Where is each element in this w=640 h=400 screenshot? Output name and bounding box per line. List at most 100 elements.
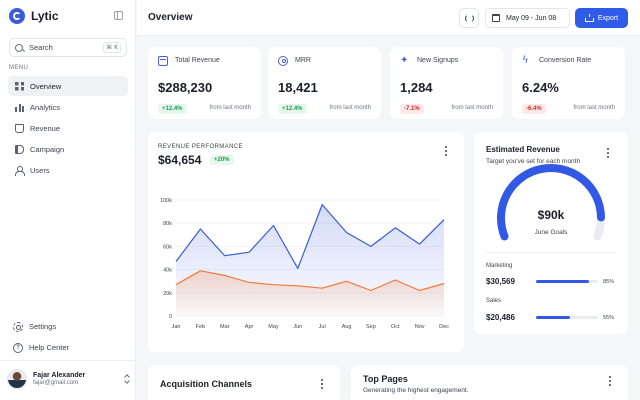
search-input[interactable]: Search ⌘ K bbox=[9, 38, 127, 57]
stat-value: 1,284 bbox=[400, 80, 433, 95]
stat-value: 6.24% bbox=[522, 80, 559, 95]
sidebar-item-label: Campaign bbox=[30, 144, 65, 154]
date-range-picker[interactable]: May 09 - Jun 08 bbox=[485, 8, 570, 28]
metric-percent: 55% bbox=[603, 315, 615, 321]
sidebar: Lytic Search ⌘ K MENU Overview Analytics… bbox=[0, 0, 136, 400]
revenue-change-badge: +20% bbox=[210, 155, 234, 165]
stat-change-badge: +12.4% bbox=[278, 104, 307, 114]
stat-change-badge: -6.4% bbox=[522, 104, 546, 114]
card-title: REVENUE PERFORMANCE bbox=[158, 144, 243, 150]
gauge-value: $90k bbox=[537, 208, 565, 222]
money-bag-icon bbox=[15, 123, 24, 133]
metric-percent: 85% bbox=[603, 279, 615, 285]
revenue-chart: 0 20k 40k 60k 80k 100k Jan Feb Mar Apr May Jun Jul Au… bbox=[160, 198, 449, 330]
help-icon: ? bbox=[13, 342, 23, 353]
y-tick-label: 80k bbox=[163, 221, 172, 227]
sidebar-item-analytics[interactable]: Analytics bbox=[8, 97, 128, 117]
stat-value: $288,230 bbox=[158, 80, 213, 95]
card-title: Top Pages bbox=[363, 374, 408, 384]
stat-card-new-signups: ✦ New Signups 1,284 -7.1% from last mont… bbox=[390, 47, 503, 119]
wallet-icon bbox=[158, 56, 168, 66]
metric-label: Marketing bbox=[486, 263, 513, 269]
revenue-performance-card: REVENUE PERFORMANCE $64,654 +20% 0 20k 40k… bbox=[148, 132, 464, 352]
stat-label: New Signups bbox=[417, 57, 459, 64]
stat-label: Conversion Rate bbox=[539, 57, 592, 64]
brand[interactable]: Lytic bbox=[9, 8, 59, 24]
y-tick-label: 20k bbox=[163, 291, 172, 297]
chevron-updown-icon[interactable] bbox=[123, 373, 131, 385]
x-tick-label: Oct bbox=[391, 324, 400, 330]
stat-note: from last month bbox=[329, 105, 371, 111]
sidebar-item-overview[interactable]: Overview bbox=[8, 76, 128, 96]
more-options-icon[interactable] bbox=[608, 376, 612, 388]
metric-progress-bar bbox=[536, 316, 598, 319]
x-tick-label: Dec bbox=[439, 324, 449, 330]
x-tick-label: Feb bbox=[196, 324, 205, 330]
profile-email: fajar@gmail.com bbox=[33, 380, 79, 386]
sidebar-item-revenue[interactable]: Revenue bbox=[8, 118, 128, 138]
metric-label: Sales bbox=[486, 298, 502, 304]
card-title: Estimated Revenue bbox=[486, 145, 560, 154]
x-tick-label: Aug bbox=[342, 324, 352, 330]
revenue-value: $64,654 bbox=[158, 153, 202, 167]
series-area bbox=[176, 270, 444, 316]
sidebar-item-label: Revenue bbox=[30, 123, 61, 133]
sidebar-item-users[interactable]: Users bbox=[8, 160, 128, 180]
y-tick-label: 0 bbox=[169, 314, 172, 320]
sidebar-item-label: Overview bbox=[30, 81, 62, 91]
users-icon bbox=[15, 165, 25, 176]
brand-name: Lytic bbox=[31, 9, 59, 23]
x-tick-label: Mar bbox=[220, 324, 230, 330]
stat-note: from last month bbox=[573, 105, 615, 111]
export-label: Export bbox=[597, 14, 619, 22]
metric-value: $20,486 bbox=[486, 313, 515, 322]
refresh-button[interactable] bbox=[459, 8, 479, 28]
metric-value: $30,569 bbox=[486, 277, 515, 286]
sidebar-bottom: Settings ? Help Center bbox=[8, 316, 128, 358]
x-tick-label: May bbox=[268, 324, 279, 330]
date-range-label: May 09 - Jun 08 bbox=[506, 14, 557, 22]
sidebar-item-label: Settings bbox=[29, 322, 57, 331]
sidebar-item-label: Users bbox=[30, 165, 50, 175]
bar-chart-icon bbox=[15, 102, 24, 112]
stat-note: from last month bbox=[209, 105, 251, 111]
search-placeholder: Search bbox=[29, 43, 53, 52]
export-button[interactable]: Export bbox=[575, 8, 628, 28]
sidebar-item-help-center[interactable]: ? Help Center bbox=[8, 337, 128, 358]
metric-progress-fill bbox=[536, 280, 589, 283]
bolt-icon: ϟ bbox=[522, 55, 529, 66]
y-tick-label: 100k bbox=[160, 198, 172, 204]
sidebar-nav: Overview Analytics Revenue Campaign User… bbox=[8, 76, 128, 181]
stat-value: 18,421 bbox=[278, 80, 318, 95]
stat-label: Total Revenue bbox=[175, 57, 220, 64]
more-options-icon[interactable] bbox=[606, 148, 610, 160]
sidebar-item-campaign[interactable]: Campaign bbox=[8, 139, 128, 159]
user-profile[interactable]: Fajar Alexander fajar@gmail.com bbox=[7, 367, 131, 391]
gauge-fill bbox=[497, 164, 605, 241]
megaphone-icon bbox=[15, 144, 24, 154]
gear-icon bbox=[13, 321, 23, 332]
sidebar-item-settings[interactable]: Settings bbox=[8, 316, 128, 337]
grid-icon bbox=[15, 81, 24, 91]
avatar bbox=[7, 369, 27, 389]
card-subtitle: Target you've set for each month bbox=[486, 158, 581, 165]
more-options-icon[interactable] bbox=[444, 146, 448, 158]
card-subtitle: Generating the highest engagement. bbox=[363, 387, 469, 394]
page-title: Overview bbox=[148, 12, 193, 23]
stat-label: MRR bbox=[295, 57, 311, 64]
sidebar-toggle-icon[interactable] bbox=[114, 11, 123, 20]
acquisition-channels-card: Acquisition Channels bbox=[148, 365, 340, 400]
y-tick-label: 40k bbox=[163, 268, 172, 274]
card-title: Acquisition Channels bbox=[160, 379, 253, 389]
x-tick-label: Jun bbox=[293, 324, 302, 330]
more-options-icon[interactable] bbox=[320, 379, 324, 391]
sidebar-item-label: Help Center bbox=[29, 343, 70, 352]
stat-change-badge: -7.1% bbox=[400, 104, 424, 114]
profile-name: Fajar Alexander bbox=[33, 372, 86, 379]
goal-gauge bbox=[497, 164, 605, 241]
x-tick-label: Jul bbox=[319, 324, 326, 330]
gauge-label: June Goals bbox=[534, 229, 568, 236]
top-header: Overview May 09 - Jun 08 Export bbox=[137, 0, 640, 36]
x-tick-label: Apr bbox=[245, 324, 254, 330]
user-circle-icon bbox=[278, 56, 288, 66]
